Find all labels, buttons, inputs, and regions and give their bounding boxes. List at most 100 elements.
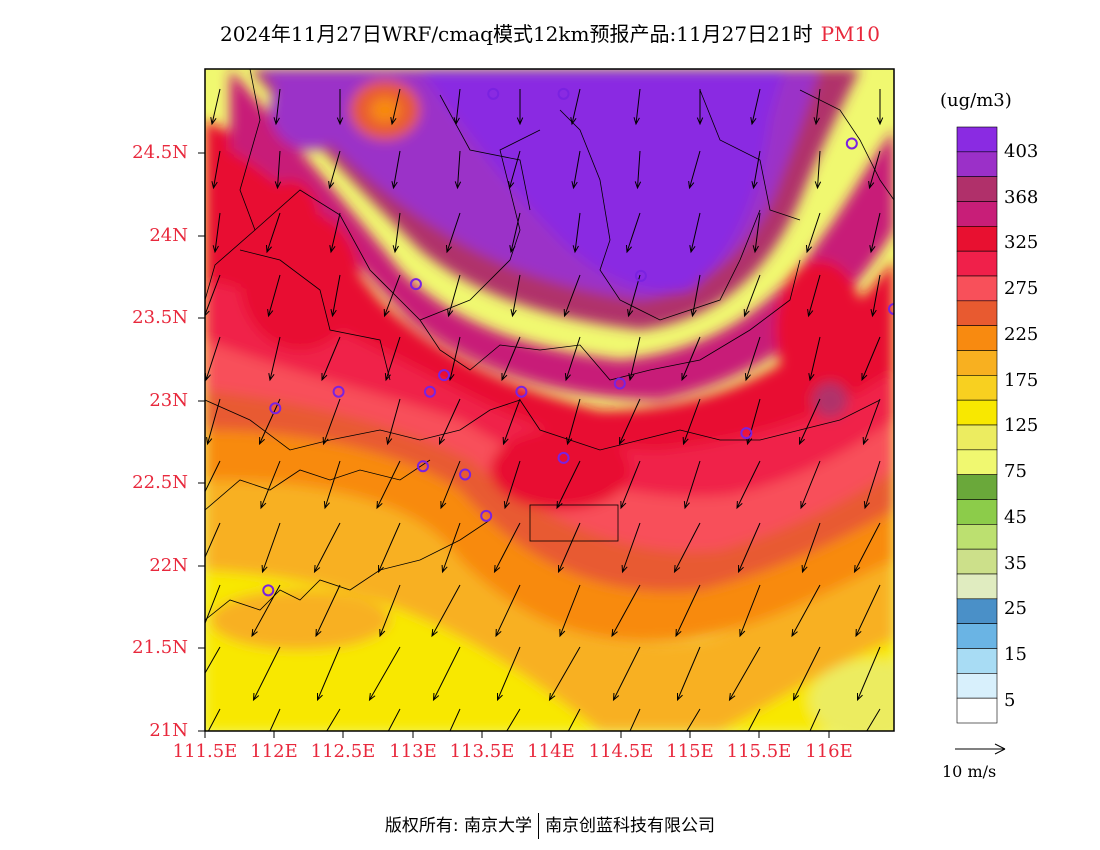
colorbar-label: 325	[1004, 232, 1039, 253]
wind-arrow	[792, 646, 821, 702]
wind-arrow	[252, 646, 281, 702]
wind-arrow	[862, 398, 881, 446]
wind-arrow	[566, 398, 581, 446]
wind-arrow	[801, 522, 821, 574]
wind-arrow	[548, 646, 581, 702]
wind-arrow	[205, 646, 221, 675]
station-marker	[515, 385, 528, 398]
wind-arrow	[612, 646, 641, 702]
wind-arrow	[633, 88, 641, 126]
wind-arrow	[205, 584, 221, 632]
wind-arrow	[728, 646, 761, 702]
wind-arrow	[688, 150, 701, 190]
wind-arrow	[673, 522, 701, 574]
wind-arrow	[390, 88, 401, 126]
colorbar-swatch	[956, 623, 998, 649]
monitoring-stations	[262, 87, 894, 597]
footer-divider	[538, 813, 540, 839]
colorbar-swatch	[956, 399, 998, 426]
wind-arrow	[336, 89, 344, 126]
wind-arrow	[438, 398, 461, 446]
wind-arrow	[620, 460, 641, 510]
wind-arrow	[496, 646, 521, 702]
axis-ticks	[198, 152, 830, 738]
wind-arrow	[316, 646, 341, 702]
wind-arrow	[805, 212, 821, 254]
colorbar-swatch	[956, 697, 998, 724]
wind-arrow	[853, 522, 881, 574]
wind-arrow	[274, 150, 282, 190]
wind-arrow	[383, 274, 401, 318]
wind-arrow	[269, 708, 281, 731]
colorbar-swatch	[956, 250, 998, 277]
wind-arrow	[321, 336, 341, 382]
colorbar-units: (ug/m3)	[940, 90, 1012, 111]
wind-arrow	[752, 212, 761, 254]
wind-arrow	[621, 522, 641, 574]
lon-label: 112E	[250, 741, 298, 762]
wind-arrow	[870, 274, 881, 318]
wind-arrow	[441, 522, 461, 574]
concentration-field	[205, 69, 894, 731]
wind-arrow	[570, 88, 581, 126]
lon-label: 115E	[666, 741, 714, 762]
wind-arrow	[556, 460, 581, 510]
wind-arrow	[625, 212, 641, 254]
station-marker	[459, 468, 472, 481]
wind-arrow	[379, 584, 401, 638]
wind-arrow	[447, 274, 461, 318]
wind-arrow	[798, 398, 821, 446]
wind-arrow	[869, 212, 881, 254]
station-marker	[613, 377, 626, 390]
wind-arrow	[495, 584, 521, 638]
colorbar-label: 125	[1004, 415, 1039, 436]
wind-arrow	[747, 708, 761, 731]
wind-arrow	[501, 336, 521, 382]
colorbar-swatch	[956, 275, 998, 302]
colorbar-label: 368	[1004, 187, 1039, 208]
wind-arrow	[675, 584, 701, 638]
wind-arrow	[503, 460, 521, 510]
wind-arrow	[876, 89, 884, 126]
station-marker	[416, 460, 429, 473]
wind-arrow	[205, 274, 221, 317]
colorbar-label: 25	[1004, 598, 1027, 619]
footer: 版权所有: 南京大学 南京创蓝科技有限公司	[0, 811, 1100, 839]
wind-arrow	[251, 584, 281, 638]
wind-arrow	[506, 708, 521, 731]
station-marker	[557, 451, 570, 464]
company-text: 南京创蓝科技有限公司	[545, 816, 716, 836]
colorbar-label: 35	[1004, 553, 1027, 574]
colorbar-label: 5	[1004, 690, 1016, 711]
wind-arrow	[453, 88, 461, 126]
colorbar-swatch	[956, 449, 998, 475]
station-marker	[487, 87, 500, 100]
wind-arrow	[572, 212, 581, 254]
map-frame	[204, 68, 895, 732]
wind-arrow	[868, 150, 881, 190]
wind-arrow	[392, 212, 401, 254]
wind-arrow	[273, 88, 281, 126]
lat-label: 22.5N	[132, 472, 188, 493]
wind-arrow	[696, 89, 704, 126]
wind-arrow	[618, 398, 641, 446]
wind-arrow	[567, 708, 581, 731]
wind-arrow	[268, 336, 281, 382]
colorbar-label: 225	[1004, 324, 1039, 345]
lon-label: 115.5E	[726, 741, 792, 762]
station-marker	[557, 87, 570, 100]
wind-arrow	[326, 708, 341, 731]
wind-arrow	[387, 708, 401, 731]
wind-arrow	[329, 212, 341, 254]
wind-arrow	[791, 584, 821, 638]
station-marker	[409, 278, 422, 291]
wind-arrow	[682, 398, 701, 446]
colorbar-label: 45	[1004, 507, 1027, 528]
wind-arrow	[449, 708, 461, 731]
colorbar-swatch	[956, 548, 998, 575]
boundary-lines	[205, 69, 894, 621]
station-marker	[480, 509, 493, 522]
wind-arrow	[384, 336, 401, 382]
colorbar-swatch	[956, 201, 998, 227]
